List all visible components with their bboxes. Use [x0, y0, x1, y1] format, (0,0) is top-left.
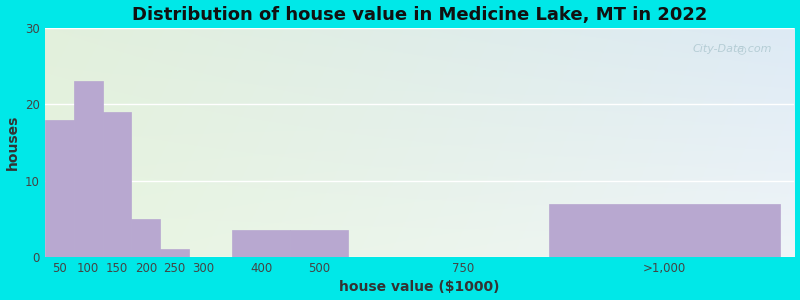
Bar: [45, 119, 74, 257]
Text: ○: ○: [736, 44, 746, 54]
Bar: [160, 249, 189, 257]
Bar: [131, 219, 160, 257]
Bar: [290, 230, 347, 257]
Bar: [232, 230, 290, 257]
X-axis label: house value ($1000): house value ($1000): [339, 280, 500, 294]
Text: City-Data.com: City-Data.com: [693, 44, 772, 54]
Bar: [74, 81, 102, 257]
Bar: [102, 112, 131, 257]
Y-axis label: houses: houses: [6, 115, 19, 170]
Title: Distribution of house value in Medicine Lake, MT in 2022: Distribution of house value in Medicine …: [132, 6, 707, 24]
Bar: [550, 204, 780, 257]
